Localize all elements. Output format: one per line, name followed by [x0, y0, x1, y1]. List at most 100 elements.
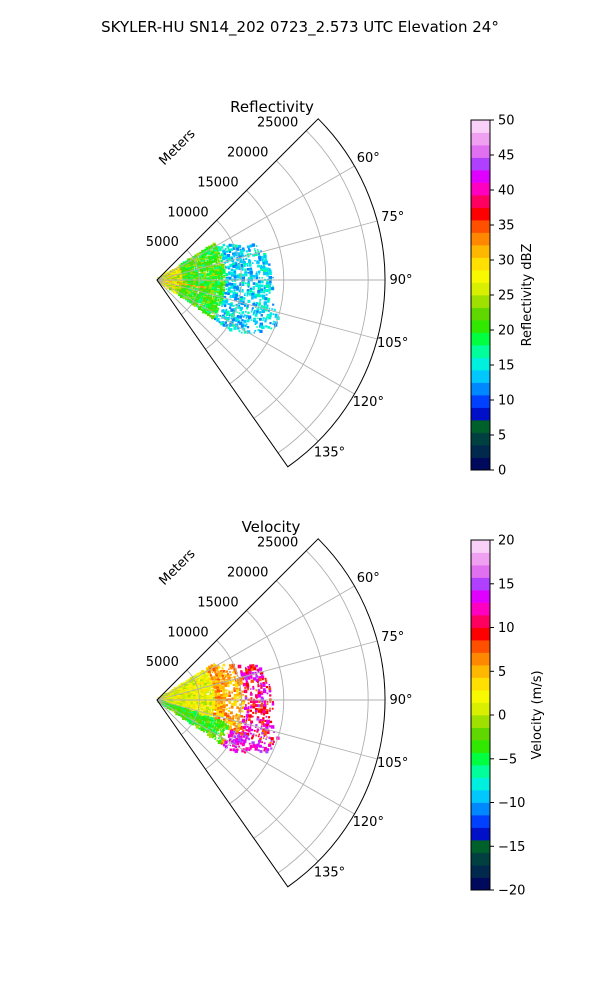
field-cell	[227, 327, 230, 330]
field-cell	[260, 268, 263, 271]
field-cell	[224, 674, 227, 677]
radial-tick-label: 15000	[197, 175, 238, 190]
field-cell	[237, 735, 240, 738]
field-cell	[255, 704, 259, 708]
field-cell	[219, 248, 222, 252]
field-cell	[245, 669, 249, 673]
field-cell	[234, 670, 237, 673]
field-cell	[260, 290, 263, 294]
field-cell	[220, 702, 223, 705]
field-cell	[203, 705, 207, 709]
field-cell	[241, 674, 245, 678]
field-cell	[242, 729, 245, 732]
field-cell	[222, 677, 226, 681]
field-cell	[249, 709, 252, 712]
field-cell	[211, 257, 214, 260]
field-cell	[228, 243, 232, 247]
field-cell	[257, 317, 259, 320]
field-cell	[249, 745, 253, 749]
field-cell	[235, 247, 240, 251]
colorbar-segment	[471, 232, 490, 246]
field-cell	[255, 302, 258, 305]
field-cell	[217, 285, 221, 289]
field-cell	[219, 688, 223, 692]
field-cell	[240, 670, 243, 673]
field-cell	[262, 317, 265, 320]
field-cell	[258, 258, 262, 262]
field-cell	[259, 294, 263, 298]
colorbar-segment	[471, 677, 490, 691]
field-cell	[203, 689, 206, 693]
field-cell	[221, 667, 224, 670]
field-cell	[268, 316, 272, 320]
field-cell	[250, 679, 254, 683]
field-cell	[271, 707, 274, 710]
field-cell	[262, 262, 265, 265]
field-cell	[263, 287, 266, 289]
field-cell	[224, 321, 227, 324]
field-cell	[223, 712, 228, 717]
field-cell	[193, 711, 197, 715]
field-cell	[219, 731, 224, 736]
field-cell	[199, 684, 202, 686]
field-cell	[254, 323, 257, 325]
colorbar-segment	[471, 407, 490, 421]
field-cell	[201, 700, 205, 704]
field-cell	[245, 671, 249, 675]
field-cell	[236, 727, 240, 731]
field-cell	[220, 697, 223, 700]
colorbar-segment	[471, 790, 490, 803]
field-cell	[238, 709, 242, 713]
field-cell	[197, 723, 201, 727]
field-cell	[191, 302, 194, 306]
field-cell	[265, 267, 269, 271]
field-cell	[226, 692, 228, 694]
field-cell	[232, 264, 236, 268]
field-cell	[266, 270, 269, 273]
field-cell	[228, 699, 232, 703]
field-cell	[257, 292, 260, 295]
field-cell	[227, 734, 232, 738]
field-cell	[224, 292, 228, 295]
field-cell	[198, 269, 201, 272]
field-cell	[166, 706, 170, 709]
colorbar-segment	[471, 395, 490, 408]
field-cell	[215, 667, 219, 671]
field-cell	[242, 735, 245, 738]
field-cell	[190, 257, 193, 260]
radial-gridline	[229, 190, 285, 385]
field-cell	[192, 692, 196, 695]
field-cell	[257, 749, 260, 752]
field-cell	[247, 676, 251, 680]
field-cell	[196, 257, 199, 259]
field-cell	[269, 322, 272, 325]
colorbar-tick-label: 0	[498, 464, 506, 479]
reflectivity-panel: Reflectivity 60° 75° 90° 105° 120° 135° 5000 10…	[146, 98, 535, 479]
field-cell	[252, 282, 256, 285]
field-cell	[227, 732, 229, 734]
field-cell	[223, 272, 225, 275]
field-cell	[195, 296, 198, 299]
field-cell	[267, 731, 270, 735]
field-cell	[268, 314, 272, 318]
field-cell	[232, 742, 237, 746]
field-cell	[257, 735, 260, 738]
field-cell	[196, 700, 199, 703]
field-cell	[234, 679, 237, 681]
field-cell	[263, 272, 267, 276]
field-cell	[260, 675, 265, 679]
field-cell	[219, 286, 223, 291]
field-cell	[215, 247, 219, 251]
field-cell	[256, 308, 260, 312]
field-cell	[244, 268, 247, 271]
figure-title: SKYLER-HU SN14_202 0723_2.573 UTC Elevat…	[101, 18, 499, 37]
field-cell	[238, 266, 241, 268]
field-cell	[214, 298, 218, 302]
field-cell	[201, 280, 205, 285]
field-cell	[233, 735, 237, 739]
field-cell	[225, 689, 228, 692]
colorbar-segment	[471, 540, 490, 553]
field-cell	[214, 678, 217, 682]
field-cell	[229, 721, 234, 726]
field-cell	[245, 667, 247, 669]
